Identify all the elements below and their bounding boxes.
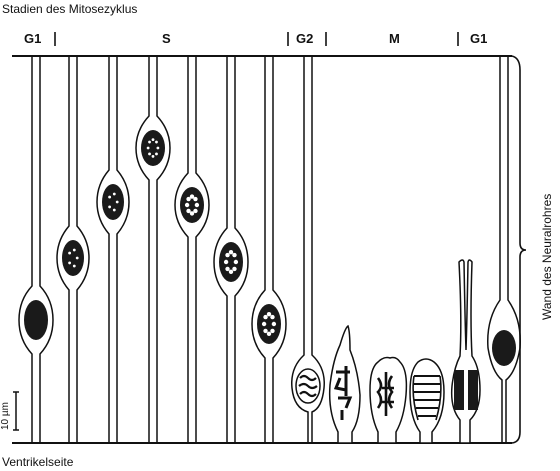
chromatin-dot — [263, 314, 268, 320]
ventricle-side-label: Ventrikelseite — [2, 455, 74, 469]
chromatin-dot — [186, 208, 191, 214]
diagram-title: Stadien des Mitosezyklus — [2, 2, 138, 16]
chromatin-dot — [72, 248, 76, 252]
stage-label-m: M — [389, 31, 400, 46]
chromatin-dot — [225, 252, 230, 258]
chromatin-dot — [112, 192, 116, 196]
chromatin-dot — [156, 146, 160, 150]
stage-label-g1-left: G1 — [24, 31, 42, 46]
chromatin-dot — [108, 195, 112, 199]
chromatin-dot — [151, 155, 155, 158]
chromatin-dot — [155, 140, 158, 144]
nucleus-7 — [257, 304, 281, 344]
chromatin-dot — [155, 152, 158, 156]
nucleus-3 — [102, 184, 124, 220]
g1-right-nucleus — [492, 330, 516, 366]
chromatin-dot — [228, 250, 234, 255]
chromatin-dot — [270, 314, 275, 320]
cell-1 — [18, 56, 54, 443]
cell-2 — [56, 56, 90, 443]
chromatin-dot — [189, 194, 195, 199]
neural-tube-wall-label: Wand des Neuralrohres — [540, 193, 554, 320]
chromatin-dot — [193, 196, 198, 202]
chromatin-dot — [184, 202, 190, 208]
scale-bar — [13, 391, 19, 431]
chromatin-dot — [115, 200, 119, 204]
scale-bar-label: 10 µm — [0, 402, 11, 430]
nucleus-2 — [62, 240, 84, 276]
chromatin-dot — [193, 208, 198, 214]
chromatin-dot — [266, 331, 272, 336]
nucleus-5 — [180, 187, 204, 223]
chromatin-dot — [263, 328, 268, 334]
chromatin-dot — [148, 140, 151, 144]
nucleus-4 — [141, 130, 165, 166]
stage-dividers — [54, 32, 459, 46]
chromatin-dot — [148, 152, 151, 156]
g1-right-cell — [487, 56, 521, 443]
chromatin-dot — [271, 321, 277, 327]
chromatin-dot — [75, 256, 79, 260]
chromatin-dot — [146, 146, 150, 150]
chromatin-dot — [228, 269, 234, 274]
chromatin-dot — [108, 205, 112, 209]
chromatin-dot — [232, 252, 237, 258]
chromatin-dot — [232, 266, 237, 272]
chromatin-dot — [189, 211, 195, 216]
chromatin-dot — [186, 196, 191, 202]
chromatin-dot — [261, 321, 267, 327]
cell-5 — [174, 56, 210, 443]
g2-cell — [291, 56, 325, 443]
stage-label-g1-right: G1 — [470, 31, 488, 46]
chromatin-dot — [194, 202, 200, 208]
chromatin-dot — [68, 251, 72, 255]
stage-label-g2: G2 — [296, 31, 314, 46]
nucleus-6 — [219, 242, 243, 282]
neural-tube-wall-bracket — [511, 55, 527, 444]
cell-6 — [213, 56, 249, 443]
chromatin-dot — [223, 259, 229, 265]
cell-4 — [135, 56, 171, 443]
cell-7 — [251, 56, 287, 443]
m-cell-4 — [450, 259, 481, 444]
chromatin-dot — [266, 312, 272, 317]
chromatin-dot — [72, 264, 76, 268]
nucleus-1 — [24, 300, 48, 340]
chromatin-dot — [233, 259, 239, 265]
cell-3 — [96, 56, 130, 443]
mitotic-cells — [291, 56, 481, 444]
chromatin-dot — [151, 138, 155, 142]
stage-label-s: S — [162, 31, 171, 46]
chromatin-dot — [112, 208, 116, 212]
chromatin-dot — [270, 328, 275, 334]
chromatin-dot — [225, 266, 230, 272]
chromatin-dot — [68, 261, 72, 265]
